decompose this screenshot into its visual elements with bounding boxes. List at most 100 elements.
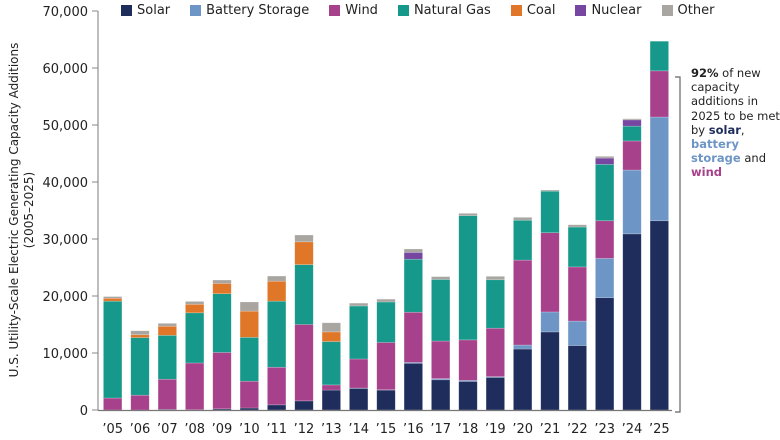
y-tick-label: 20,000	[43, 290, 89, 305]
bar-segment-solar	[403, 362, 423, 411]
bar-stack	[321, 322, 341, 411]
bar-segment-wind	[540, 232, 560, 313]
bar-segment-solar	[376, 389, 396, 411]
bar-segment-wind	[485, 327, 505, 377]
bar-segment-wind	[212, 352, 232, 410]
y-tick-label: 40,000	[43, 176, 89, 191]
bar-segment-other	[294, 234, 314, 243]
x-tick-label: ’07	[157, 422, 178, 437]
y-axis: 0 10,000 20,000 30,000 40,000 50,000 60,000 70,…	[43, 5, 99, 419]
bar-segment-solar	[321, 389, 341, 411]
bar-stack	[431, 276, 451, 411]
legend-item-other: Other	[661, 3, 714, 18]
bar-segment-natural-gas	[431, 279, 451, 342]
bar-segment-coal	[157, 325, 177, 336]
bar-segment-natural-gas	[212, 293, 232, 353]
bar-segment-natural-gas	[649, 40, 669, 72]
y-axis-label: U.S. Utility-Scale Electric Generating C…	[7, 43, 21, 378]
bar-segment-solar	[622, 233, 642, 411]
x-tick-label: ’20	[512, 422, 533, 437]
legend-item-battery-storage: Battery Storage	[190, 3, 309, 18]
annotation-comma: ,	[740, 122, 745, 137]
legend-swatch	[575, 5, 587, 16]
bar-stack	[267, 275, 287, 411]
x-tick-label: ’22	[567, 422, 588, 437]
legend-label: Solar	[137, 3, 171, 18]
bar-segment-other	[513, 217, 533, 221]
bar-segment-solar	[485, 377, 505, 411]
x-tick-label: ’19	[485, 422, 506, 437]
bar-segment-other	[239, 301, 259, 312]
bar-segment-natural-gas	[567, 226, 587, 268]
annotation-text: 92% of new capacity additions in 2025 to…	[691, 66, 780, 180]
legend-item-nuclear: Nuclear	[575, 3, 642, 18]
bar-segment-other	[349, 302, 369, 307]
bar-segment-wind	[622, 140, 642, 171]
bar-segment-coal	[185, 303, 205, 314]
bar-segment-wind	[349, 358, 369, 389]
bar-segment-nuclear	[622, 119, 642, 127]
y-tick-label: 70,000	[43, 5, 89, 20]
bar-segment-solar	[595, 297, 615, 411]
bar-segment-wind	[239, 380, 259, 409]
bar-segment-battery-storage	[622, 169, 642, 235]
bar-stack	[157, 323, 177, 411]
x-tick-label: ’17	[430, 422, 451, 437]
bar-segment-other	[157, 323, 177, 327]
bar-segment-nuclear	[403, 252, 423, 260]
bar-segment-coal	[321, 331, 341, 342]
bar-segment-wind	[403, 311, 423, 363]
bar-segment-battery-storage	[540, 311, 560, 333]
x-tick-label: ’18	[458, 422, 479, 437]
bar-segment-wind	[376, 342, 396, 391]
bar-stack	[130, 330, 150, 411]
bar-segment-coal	[130, 334, 150, 338]
bar-segment-solar	[349, 388, 369, 411]
bar-segment-coal	[267, 280, 287, 302]
bar-segment-other	[376, 298, 396, 303]
bar-segment-natural-gas	[540, 190, 560, 234]
legend-label: Wind	[345, 3, 378, 18]
bar-segment-coal	[239, 310, 259, 338]
bar-stack	[376, 298, 396, 411]
bar-segment-wind	[103, 397, 123, 411]
bars	[103, 40, 669, 411]
bar-stack	[540, 189, 560, 411]
x-tick-label: ’12	[294, 422, 315, 437]
x-tick-label: ’05	[102, 422, 123, 437]
bar-stack	[595, 156, 615, 411]
bar-stack	[212, 279, 232, 411]
annotation-wind: wind	[691, 165, 722, 180]
legend-label: Nuclear	[591, 3, 642, 18]
bar-stack	[458, 213, 478, 411]
bar-segment-solar	[649, 220, 669, 411]
legend-label: Natural Gas	[413, 3, 491, 18]
y-tick-label: 50,000	[43, 119, 89, 134]
bar-segment-coal	[212, 283, 232, 295]
x-tick-label: ’06	[130, 422, 151, 437]
bar-segment-other	[595, 156, 615, 159]
bar-segment-wind	[294, 324, 314, 402]
bar-segment-natural-gas	[595, 164, 615, 222]
x-axis: ’05 ’06 ’07 ’08 ’09 ’10 ’11 ’12 ’13 ’14 ’15 ’16 ’17 ’…	[98, 409, 672, 437]
annotation-bracket	[675, 76, 681, 413]
bar-segment-natural-gas	[513, 219, 533, 261]
bar-segment-other	[567, 224, 587, 228]
y-tick-label: 0	[80, 404, 88, 419]
bar-segment-wind	[321, 384, 341, 391]
bar-segment-coal	[103, 297, 123, 302]
legend-item-wind: Wind	[329, 3, 378, 18]
legend-swatch	[397, 5, 409, 16]
bar-segment-other	[130, 330, 150, 336]
x-tick-label: ’14	[348, 422, 369, 437]
legend-swatch	[329, 5, 341, 16]
bar-segment-battery-storage	[595, 258, 615, 299]
bar-segment-other	[540, 189, 560, 192]
x-tick-label: ’09	[212, 422, 233, 437]
bar-segment-other	[485, 276, 505, 281]
annotation-pct: 92%	[691, 66, 719, 80]
legend: Solar Battery Storage Wind Natural Gas Coal N…	[121, 3, 734, 18]
x-tick-label: ’08	[184, 422, 205, 437]
bar-segment-wind	[267, 366, 287, 406]
